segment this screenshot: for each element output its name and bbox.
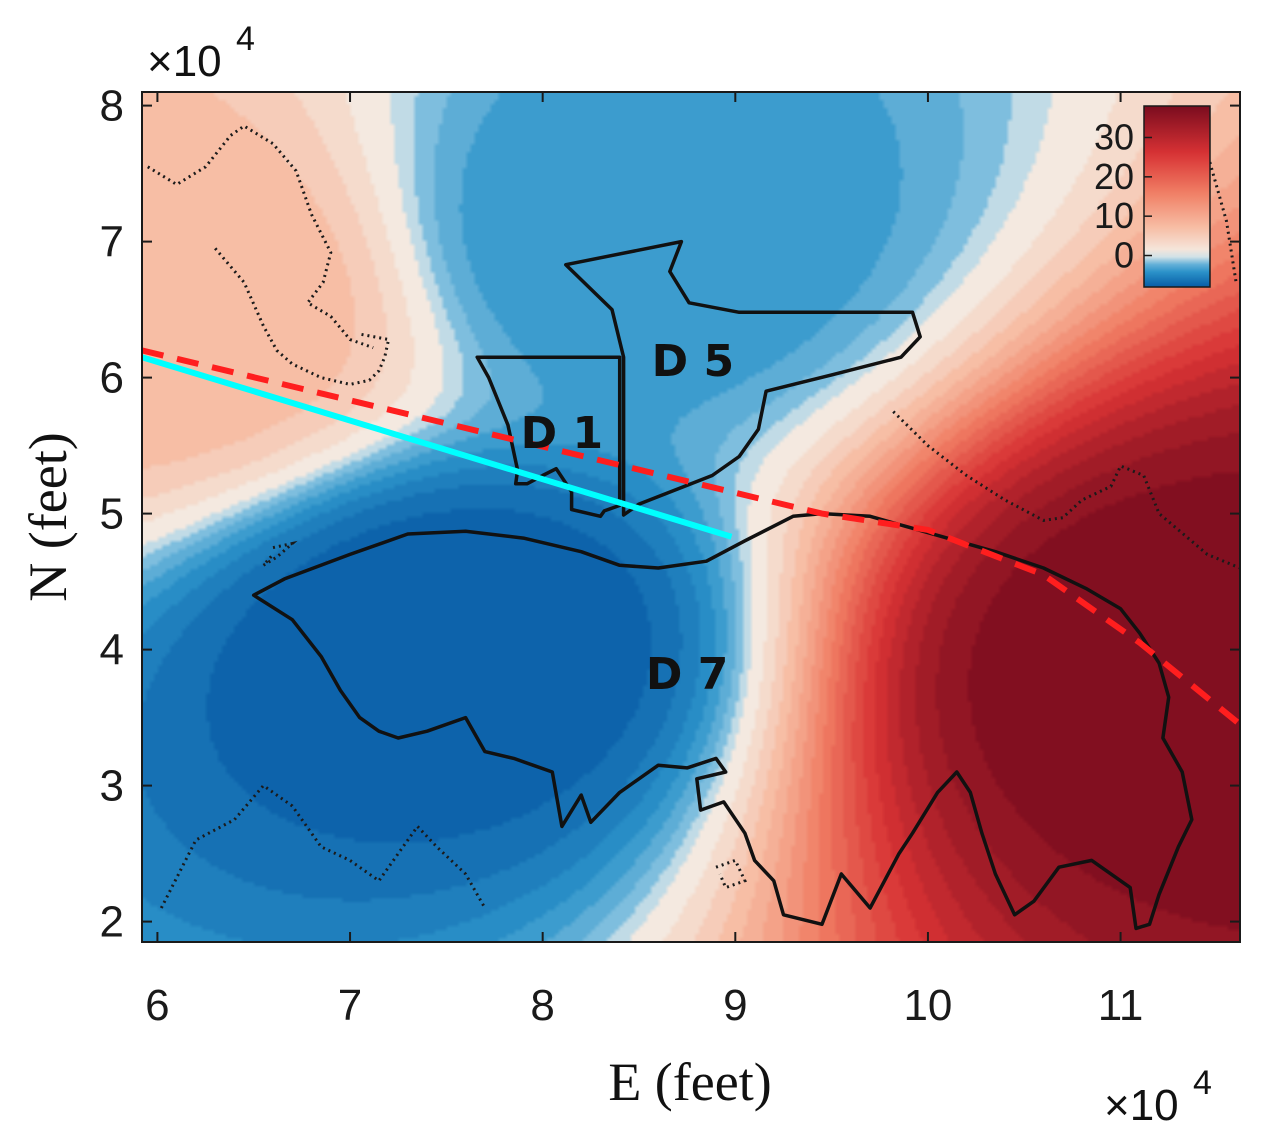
x-tick-label: 6 <box>145 981 169 1030</box>
region-label-3: D 7 <box>646 649 728 700</box>
dashed-line-2 <box>142 347 1240 727</box>
y-tick-label: 4 <box>100 626 124 675</box>
colorbar-gradient <box>1143 105 1211 288</box>
y-axis-multiplier: ×10 4 <box>147 20 255 86</box>
y-tick-label: 5 <box>100 490 124 539</box>
transect-lines <box>142 347 1240 727</box>
coastline-1 <box>147 124 374 350</box>
coastline-7 <box>715 858 747 890</box>
x-axis-ticks: 6 7 8 9 10 11 <box>145 92 1143 1030</box>
plot-frame <box>141 91 1241 943</box>
x-axis-multiplier: ×10 4 <box>1104 1064 1212 1130</box>
region-label-2: D 5 <box>652 336 734 387</box>
y-multiplier-base: ×10 <box>147 37 222 86</box>
x-tick-label: 8 <box>530 981 554 1030</box>
region-annotations: D 1 D 5 D 7 <box>521 336 734 700</box>
y-tick-label: 3 <box>100 762 124 811</box>
x-tick-label: 9 <box>723 981 747 1030</box>
x-multiplier-exponent: 4 <box>1193 1064 1212 1102</box>
y-tick-label: 7 <box>100 218 124 267</box>
colorbar-tick-label: 30 <box>1094 116 1134 157</box>
colorbar-tick-label: 10 <box>1094 195 1134 236</box>
coastline-2 <box>214 247 391 386</box>
colorbar-tick-label: 20 <box>1094 156 1134 197</box>
contour-field <box>142 92 1240 942</box>
y-axis-label: N (feet) <box>18 432 78 601</box>
x-tick-label: 11 <box>1098 981 1144 1030</box>
region-outline-d5 <box>564 239 922 517</box>
region-label-1: D 1 <box>521 408 603 459</box>
y-tick-label: 2 <box>100 898 124 947</box>
y-axis-ticks: 2 3 4 5 6 7 8 <box>100 82 1240 947</box>
x-axis-label: E (feet) <box>608 1052 771 1112</box>
dotted-coastlines <box>147 115 1240 909</box>
colorbar-tick-label: 0 <box>1114 235 1134 276</box>
plot-area <box>142 92 1240 942</box>
y-tick-label: 8 <box>100 82 124 131</box>
x-tick-label: 7 <box>338 981 362 1030</box>
y-tick-label: 6 <box>100 354 124 403</box>
x-multiplier-base: ×10 <box>1104 1081 1179 1130</box>
coastline-5 <box>262 540 298 567</box>
coastline-3 <box>892 410 1240 570</box>
x-tick-label: 10 <box>903 981 952 1030</box>
y-multiplier-exponent: 4 <box>236 20 255 58</box>
solid-line-1 <box>142 354 733 540</box>
